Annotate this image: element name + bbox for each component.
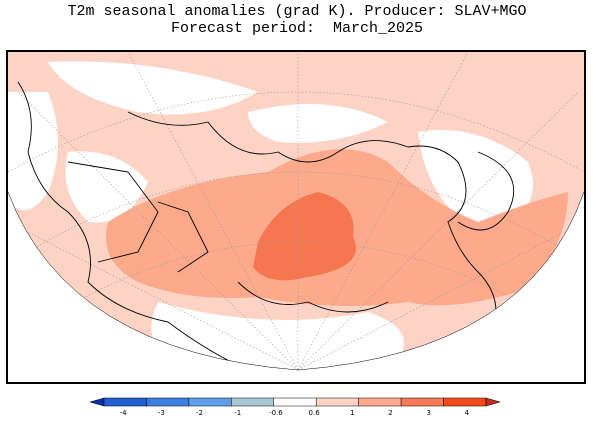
anomaly-region-strong (253, 192, 356, 281)
anomaly-map (8, 52, 584, 371)
map-title: T2m seasonal anomalies (grad K). Produce… (67, 3, 527, 20)
colorbar-tick-label: 1 (350, 409, 354, 417)
forecast-period: Forecast period: March_2025 (170, 20, 424, 37)
colorbar-bin (146, 397, 190, 407)
colorbar-bin (485, 397, 500, 407)
colorbar-tick-label: 4 (465, 409, 470, 417)
neutral-region-arctic (248, 104, 388, 143)
neutral-region-north (48, 61, 258, 115)
neutral-region-west (8, 92, 58, 210)
colorbar-tick-label: -1 (234, 409, 241, 417)
colorbar-tick-label: -2 (196, 409, 203, 417)
colorbar-tick-label: -4 (120, 409, 128, 417)
colorbar-tick-label: 3 (426, 409, 430, 417)
colorbar-bin (231, 397, 275, 407)
colorbar-bin (315, 397, 359, 407)
colorbar-tick-label: 0.6 (309, 409, 321, 417)
colorbar-bin (358, 397, 402, 407)
graticule (8, 52, 584, 370)
colorbar-bin (273, 397, 317, 407)
colorbar-bin (103, 397, 147, 407)
neutral-region-east (418, 130, 533, 232)
colorbar: -4 -3 -2 -1 -0.6 0.6 1 2 3 4 (90, 397, 500, 417)
colorbar-tick-label: -0.6 (269, 409, 283, 417)
colorbar-bin (188, 397, 232, 407)
colorbar-bin (443, 397, 487, 407)
colorbar-tick-label: -3 (158, 409, 165, 417)
coastlines (17, 81, 515, 370)
colorbar-bin (400, 397, 444, 407)
map-panel (6, 50, 586, 384)
colorbar-tick-label: 2 (388, 409, 392, 417)
colorbar-bin (90, 397, 105, 407)
neutral-region-europe (65, 151, 148, 223)
